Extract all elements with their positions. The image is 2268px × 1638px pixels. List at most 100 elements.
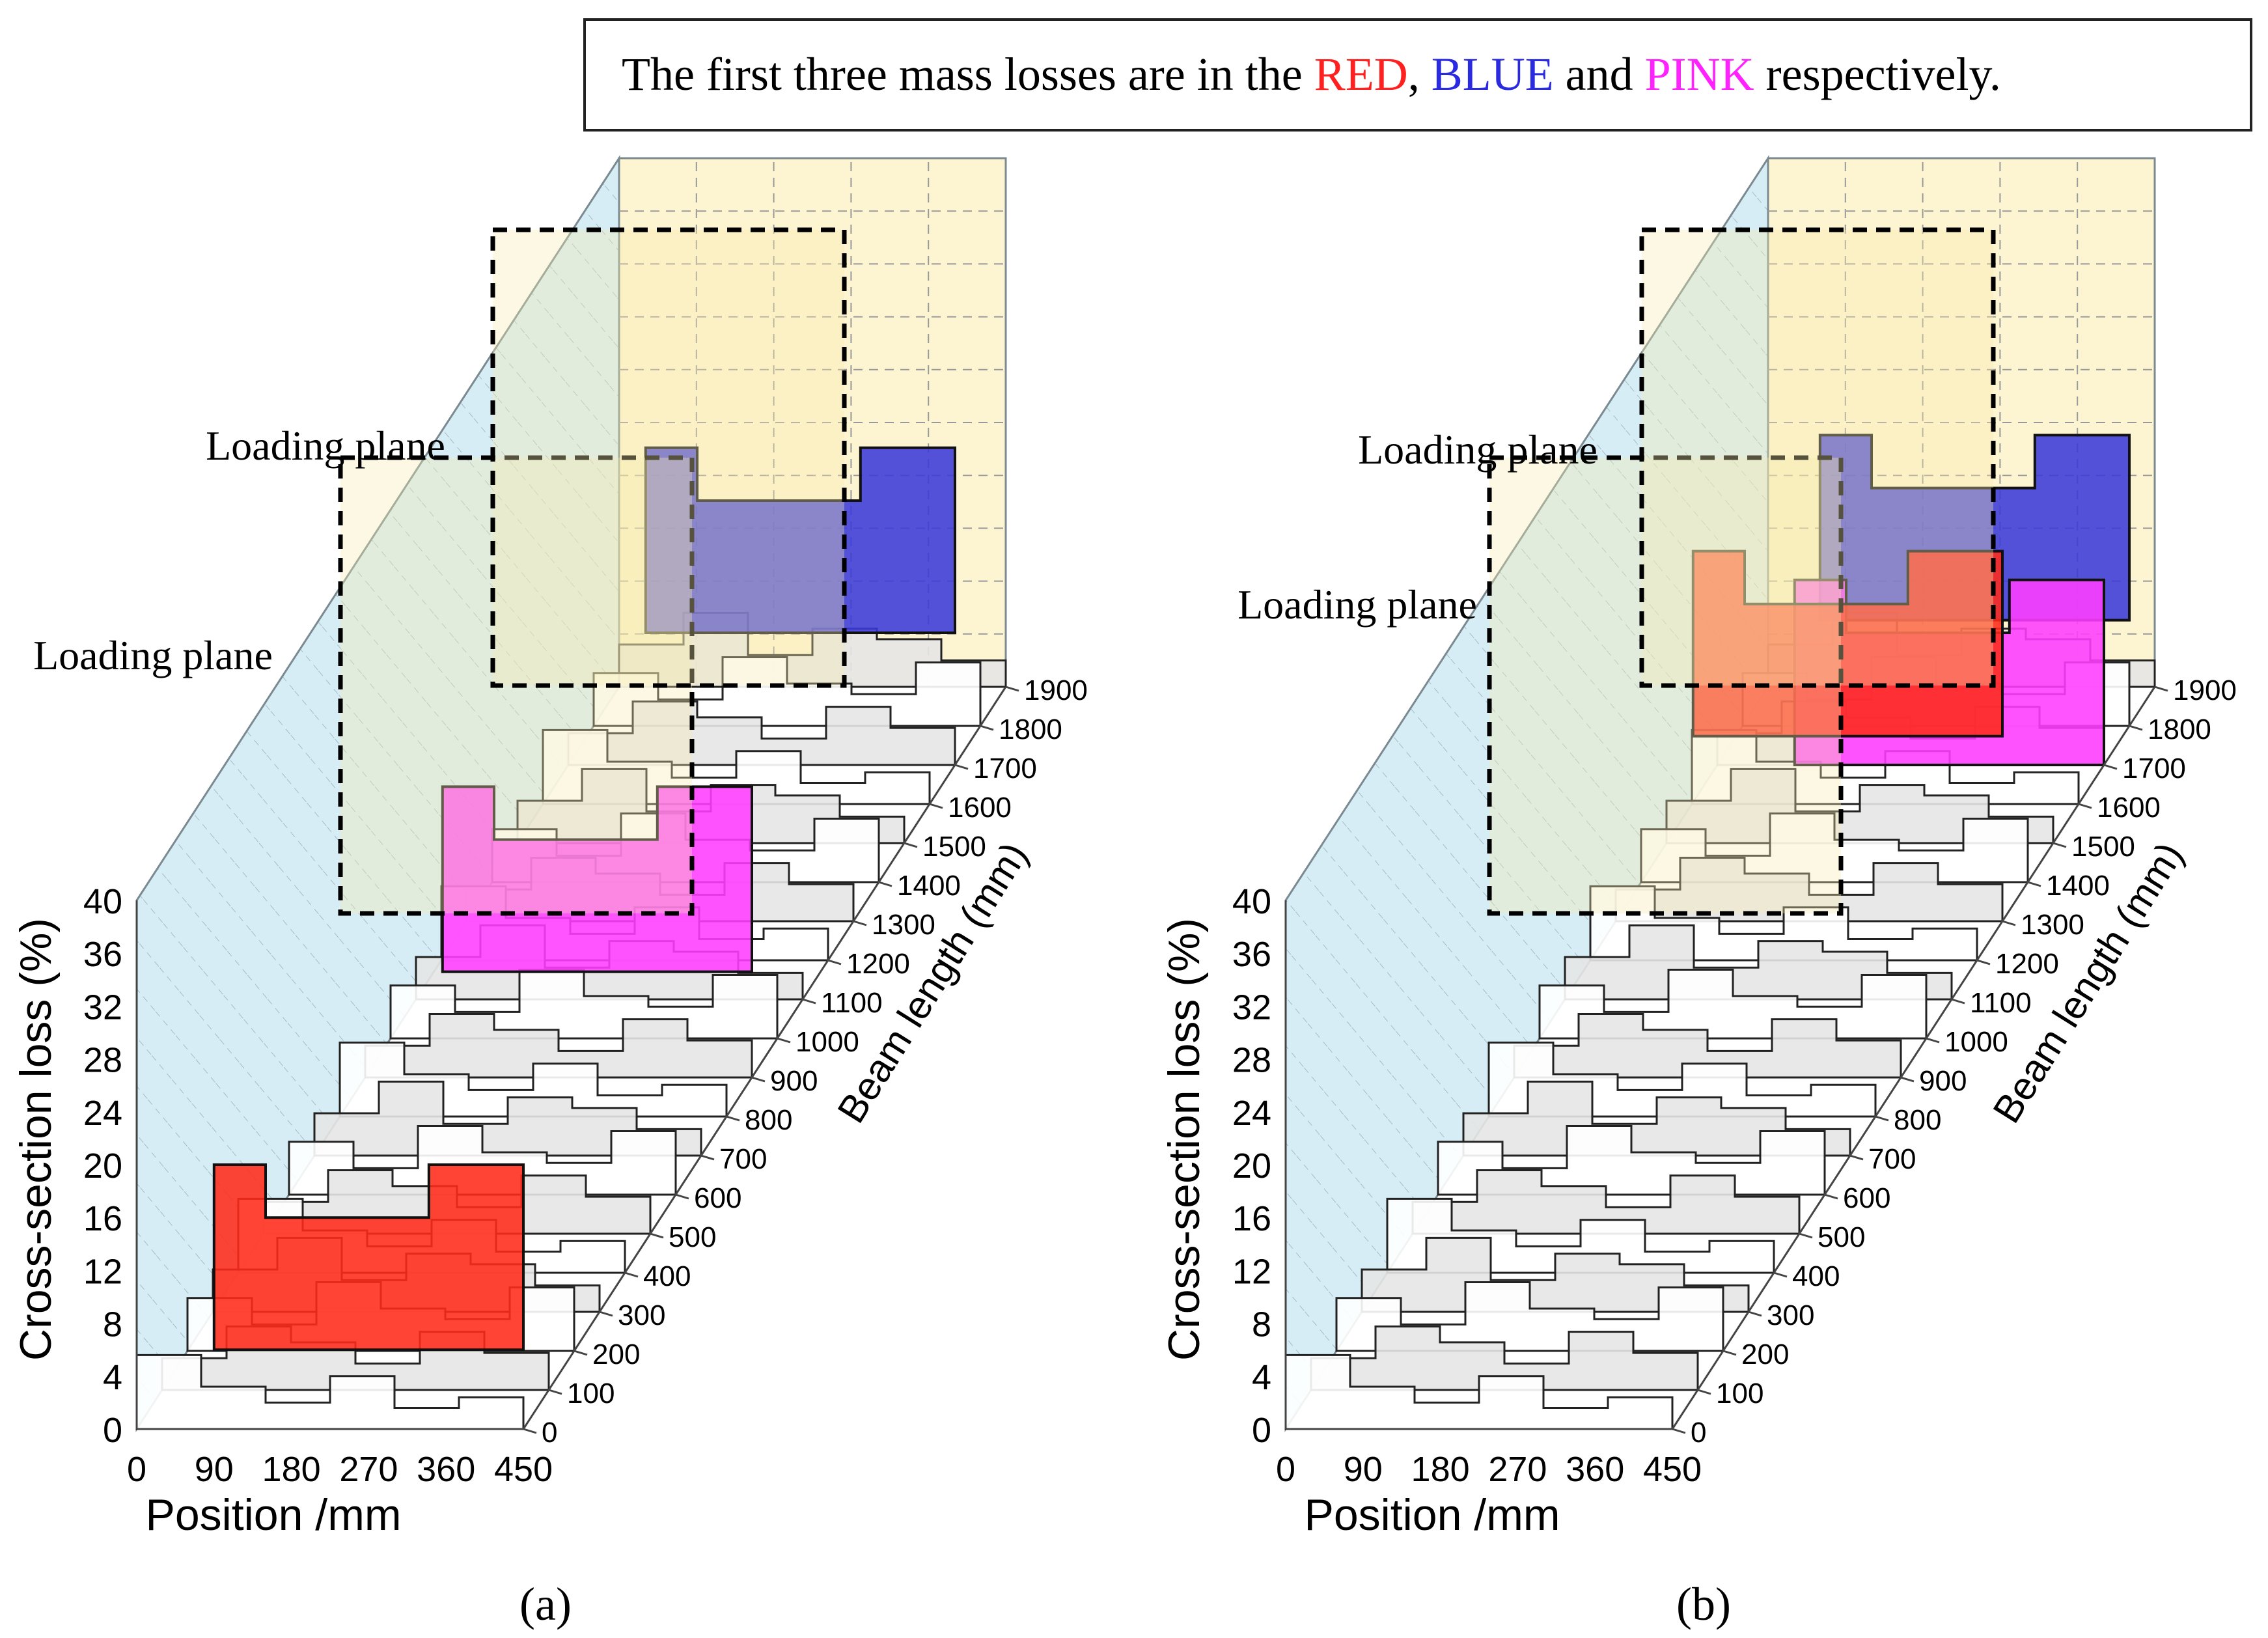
panel-b-x-tick-label: 270 — [1488, 1450, 1547, 1489]
panel-a-y-tick-label: 4 — [103, 1358, 122, 1397]
caption-and: and — [1554, 48, 1645, 100]
panel-a-z-tick — [523, 1428, 537, 1434]
panel-b-z-tick-label: 700 — [1868, 1143, 1916, 1175]
panel-b-loading-plane-label-upper: Loading plane — [1358, 426, 1597, 473]
panel-a-z-tick — [599, 1311, 613, 1317]
panel-b-loading-plane-label-lower: Loading plane — [1238, 581, 1477, 628]
caption-comma: , — [1408, 48, 1431, 100]
caption-prefix: The first three mass losses are in the — [622, 48, 1314, 100]
panel-b-y-tick-label: 36 — [1232, 935, 1271, 974]
panel-b-z-axis-line — [1671, 686, 2156, 1430]
panel-b-z-tick — [2027, 881, 2041, 887]
panel-a-y-tick-label: 40 — [83, 882, 122, 921]
panel-b-profile-strip — [1513, 1013, 1902, 1079]
panel-b-z-tick — [1900, 1076, 1915, 1083]
panel-a-y-axis-title: Cross-section loss (%) — [11, 918, 61, 1361]
panel-a-z-tick — [954, 764, 969, 770]
panel-b-z-tick-label: 0 — [1691, 1417, 1706, 1449]
panel-a-loss-block-red — [212, 1163, 525, 1352]
panel-b-y-axis-title: Cross-section loss (%) — [1159, 918, 1209, 1361]
panel-b-profile-strip — [1462, 1080, 1851, 1157]
panel-a-z-tick — [929, 803, 943, 809]
panel-a-x-axis-title: Position /mm — [146, 1490, 402, 1540]
panel-a-z-tick-label: 900 — [770, 1065, 818, 1097]
panel-b-x-tick-label: 180 — [1411, 1450, 1470, 1489]
panel-a-y-tick-label: 36 — [83, 935, 122, 974]
panel-b-z-tick-label: 1600 — [2097, 792, 2161, 824]
panel-a-highlighted-losses — [212, 446, 956, 1352]
panel-b-z-tick — [1976, 959, 1991, 965]
panel-b-z-tick — [1799, 1232, 1813, 1239]
panel-b-z-tick — [1697, 1389, 1711, 1395]
panel-b-z-tick-label: 1200 — [1995, 948, 2059, 980]
panel-b-loading-plane — [1639, 227, 1996, 688]
panel-a-z-tick — [726, 1115, 740, 1122]
panel-b-x-tick-label: 90 — [1344, 1450, 1383, 1489]
panel-b-z-tick-label: 1100 — [1970, 987, 2032, 1019]
panel-b-z-tick-label: 1400 — [2046, 870, 2110, 902]
panel-a-loading-plane-label-upper: Loading plane — [206, 423, 445, 469]
panel-a-z-tick — [777, 1037, 791, 1044]
panel-a-y-tick-label: 12 — [83, 1252, 122, 1291]
panel-b-y-tick-label: 12 — [1232, 1252, 1271, 1291]
panel-b-profile-strip — [1284, 1353, 1674, 1430]
panel-a-z-tick-label: 100 — [567, 1378, 615, 1409]
panel-b-z-tick — [2078, 803, 2092, 809]
panel-b-loss-block-red — [1691, 549, 2004, 738]
panel-b-z-tick-label: 1300 — [2021, 909, 2084, 941]
panel-b-z-tick-label: 900 — [1919, 1065, 1967, 1097]
panel-a-z-tick-label: 1300 — [872, 909, 935, 941]
panel-a-x-tick-label: 270 — [339, 1450, 398, 1489]
panel-a-z-tick-label: 1100 — [821, 987, 883, 1019]
panel-b-y-tick-label: 40 — [1232, 882, 1271, 921]
panel-b-z-tick — [1926, 1037, 1940, 1044]
panel-b-y-tick-label: 0 — [1252, 1411, 1271, 1450]
panel-b-z-tick-label: 600 — [1843, 1182, 1890, 1214]
panel-b-z-tick — [1773, 1271, 1788, 1278]
panel-a-z-tick-label: 1900 — [1024, 674, 1088, 706]
panel-a-z-tick-label: 1200 — [846, 948, 910, 980]
panel-a-z-tick — [802, 998, 816, 1005]
panel-b-z-tick — [2002, 920, 2016, 926]
panel-b-y-tick-label: 8 — [1252, 1305, 1271, 1344]
panel-b-z-tick — [1824, 1193, 1838, 1200]
panel-a-z-tick — [853, 920, 867, 926]
panel-a-y-tick-label: 24 — [83, 1094, 122, 1133]
panel-a-back-wall-grid — [137, 158, 619, 1429]
panel-b-x-tick-label: 360 — [1566, 1450, 1624, 1489]
panel-b-z-tick-label: 1800 — [2148, 714, 2211, 745]
caption-suffix: respectively. — [1754, 48, 2001, 100]
panel-a-loss-block-pink — [441, 785, 753, 973]
panel-b-z-tick-label: 1700 — [2122, 753, 2186, 784]
panel-b-z-tick-label: 300 — [1767, 1299, 1814, 1331]
panel-b-profile-strip — [1665, 768, 2054, 844]
panel-a-x-tick-label: 90 — [195, 1450, 234, 1489]
panel-b-loss-block-blue — [1818, 434, 2131, 622]
panel-a-z-axis-line — [522, 686, 1007, 1430]
panel-a-z-tick — [904, 842, 918, 848]
panel-b-y-tick-label: 20 — [1232, 1146, 1271, 1186]
panel-a-loading-planes — [338, 227, 847, 916]
panel-b-z-tick-label: 400 — [1792, 1260, 1840, 1292]
panel-a-x-tick-label: 0 — [127, 1450, 146, 1489]
panel-a-z-tick-label: 1700 — [973, 753, 1037, 784]
panel-b-y-tick-label: 24 — [1232, 1094, 1271, 1133]
panel-a-z-tick — [700, 1154, 715, 1161]
panel-b-z-tick-label: 800 — [1894, 1104, 1941, 1136]
panel-a-label: (a) — [519, 1578, 572, 1630]
panel-a-z-tick — [548, 1389, 562, 1395]
panel-b-loading-planes — [1487, 227, 1996, 916]
panel-b-profile-strip — [1411, 1169, 1801, 1235]
panel-b-z-tick — [2103, 764, 2118, 770]
panel-b-y-tick-label: 32 — [1232, 988, 1271, 1027]
panel-a-z-tick-label: 300 — [618, 1299, 665, 1331]
panel-b-z-tick — [1951, 998, 1965, 1005]
panel-b-z-tick-label: 500 — [1818, 1221, 1865, 1253]
panel-a-profile-strip — [364, 1013, 753, 1079]
panel-a-y-tick-label: 28 — [83, 1041, 122, 1080]
panel-a-profile-strip — [313, 1080, 702, 1157]
panel-b-z-tick-label: 1500 — [2071, 831, 2135, 863]
